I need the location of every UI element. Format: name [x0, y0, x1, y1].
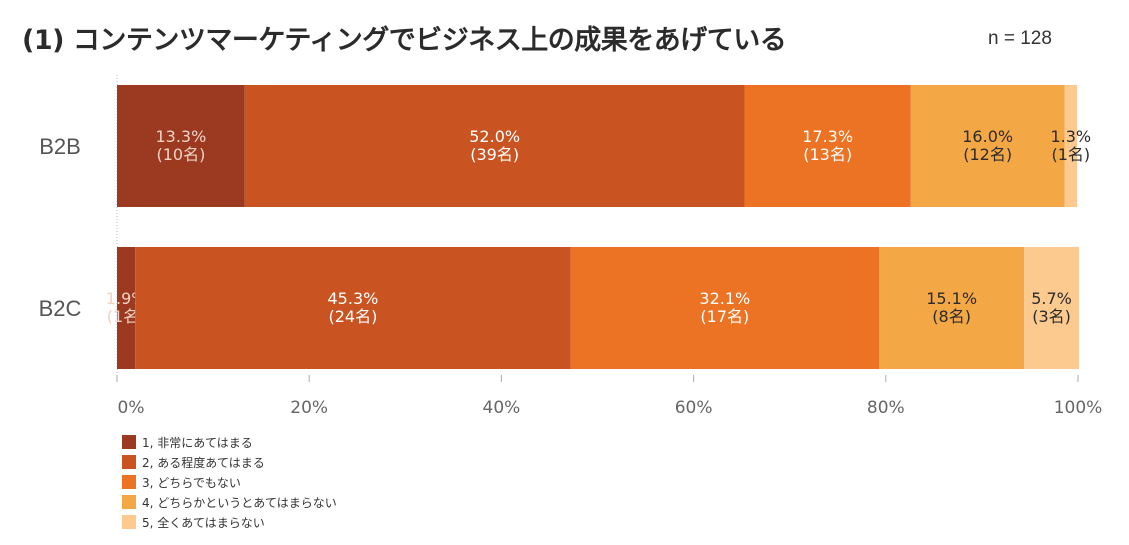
x-tick-label: 80%	[867, 398, 905, 418]
data-label-percent: 16.0%	[962, 127, 1013, 146]
legend-label: 3, どちらでもない	[142, 475, 241, 490]
legend-swatch	[122, 495, 136, 509]
data-label-percent: 45.3%	[328, 289, 379, 308]
legend: 1, 非常にあてはまる 2, ある程度あてはまる 3, どちらでもない 4, ど…	[122, 432, 337, 532]
data-label-count: (8名)	[932, 307, 971, 326]
bar-segment	[744, 85, 911, 207]
data-label-percent: 32.1%	[699, 289, 750, 308]
data-label-count: (1名)	[1051, 145, 1090, 164]
bar-segment	[910, 85, 1065, 207]
legend-label: 2, ある程度あてはまる	[142, 455, 265, 470]
legend-swatch	[122, 475, 136, 489]
bar-segment	[1064, 85, 1078, 207]
bar-segment	[879, 247, 1025, 369]
legend-item: 4, どちらかというとあてはまらない	[122, 492, 337, 512]
legend-swatch	[122, 455, 136, 469]
data-label-count: (17名)	[700, 307, 749, 326]
data-label-percent: 1.3%	[1050, 127, 1091, 146]
legend-swatch	[122, 515, 136, 529]
x-tick-label: 0%	[118, 398, 145, 418]
sample-size: n = 128	[988, 28, 1052, 49]
data-label-percent: 15.1%	[926, 289, 977, 308]
bar-segment	[117, 85, 245, 207]
category-label: B2C	[39, 296, 82, 321]
bar-segment	[117, 247, 136, 369]
category-label: B2B	[39, 134, 81, 159]
legend-label: 4, どちらかというとあてはまらない	[142, 495, 337, 510]
legend-label: 1, 非常にあてはまる	[142, 435, 253, 450]
data-label-count: (10名)	[156, 145, 205, 164]
x-tick-label: 40%	[483, 398, 521, 418]
legend-swatch	[122, 435, 136, 449]
data-label-count: (12名)	[963, 145, 1012, 164]
legend-item: 5, 全くあてはまらない	[122, 512, 337, 532]
bar-segment	[1024, 247, 1079, 369]
bar-segment	[244, 85, 745, 207]
legend-label: 5, 全くあてはまらない	[142, 515, 265, 530]
data-label-percent: 5.7%	[1031, 289, 1072, 308]
data-label-percent: 17.3%	[802, 127, 853, 146]
stacked-bar-chart: B2B 13.3%(10名)52.0%(39名)17.3%(13名)16.0%(1…	[39, 75, 1103, 418]
x-tick-label: 20%	[290, 398, 328, 418]
x-tick-label: 100%	[1054, 398, 1103, 418]
data-label-count: (3名)	[1032, 307, 1071, 326]
bar-segment	[135, 247, 571, 369]
legend-item: 2, ある程度あてはまる	[122, 452, 337, 472]
data-label-percent: 52.0%	[469, 127, 520, 146]
data-label-count: (39名)	[470, 145, 519, 164]
legend-item: 3, どちらでもない	[122, 472, 337, 492]
data-label-percent: 13.3%	[155, 127, 206, 146]
bar-segment	[570, 247, 880, 369]
data-label-count: (13名)	[803, 145, 852, 164]
legend-item: 1, 非常にあてはまる	[122, 432, 337, 452]
chart-title: (1) コンテンツマーケティングでビジネス上の成果をあげている	[22, 25, 787, 56]
x-tick-label: 60%	[675, 398, 713, 418]
data-label-count: (24名)	[328, 307, 377, 326]
